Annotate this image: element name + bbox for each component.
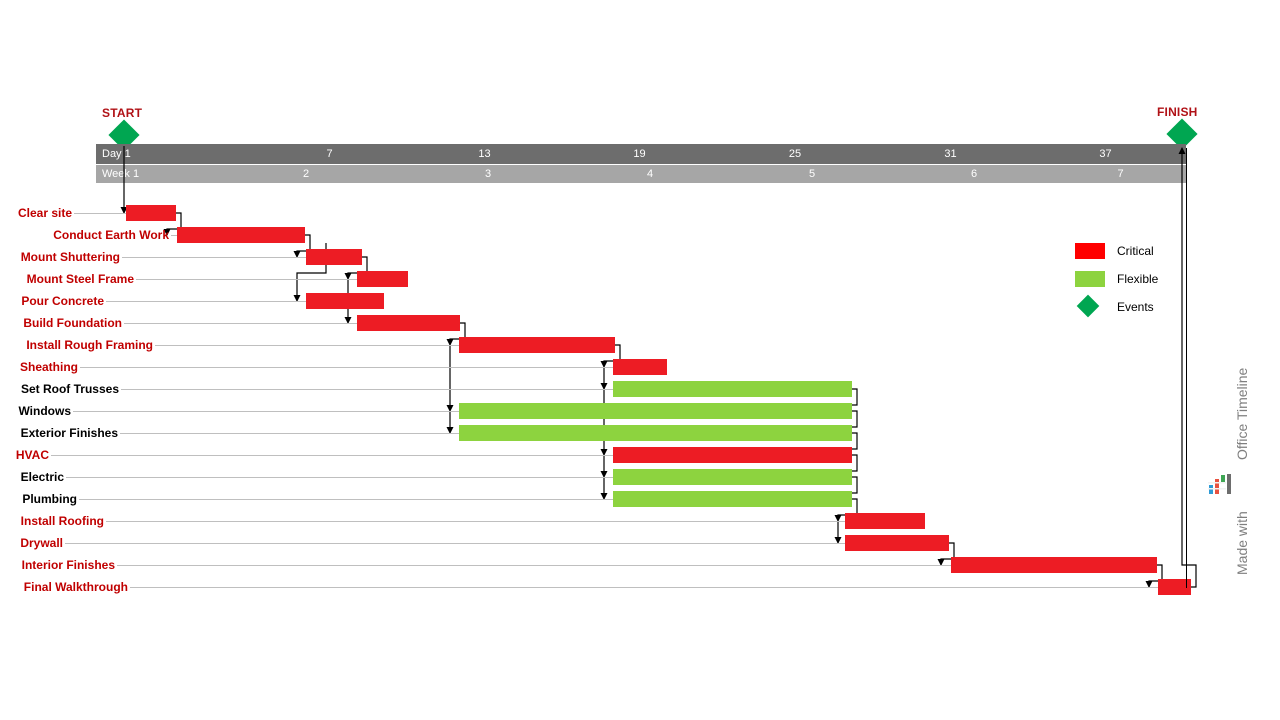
- task-label-mount-steel-frame: Mount Steel Frame: [26, 272, 134, 286]
- legend-divider: [1186, 148, 1187, 588]
- task-leader-line: [171, 235, 177, 236]
- task-label-install-roofing: Install Roofing: [20, 514, 104, 528]
- task-bar-set-roof-trusses[interactable]: [613, 381, 852, 397]
- legend-item-events: Events: [1075, 294, 1154, 318]
- task-bar-plumbing[interactable]: [613, 491, 852, 507]
- legend-swatch-critical: [1075, 243, 1105, 259]
- office-timeline-logo-icon: [1208, 474, 1231, 494]
- task-bar-exterior-finishes[interactable]: [459, 425, 852, 441]
- task-label-exterior-finishes: Exterior Finishes: [20, 426, 118, 440]
- legend-label-critical: Critical: [1117, 244, 1154, 258]
- task-label-windows: Windows: [18, 404, 71, 418]
- timeline-week-band: Week 1 2 3 4 5 6 7: [96, 165, 1186, 183]
- task-leader-line: [121, 389, 613, 390]
- task-leader-line: [155, 345, 459, 346]
- day-tick-3: 19: [633, 148, 646, 160]
- task-bar-electric[interactable]: [613, 469, 852, 485]
- week-tick-4: 5: [808, 168, 816, 180]
- task-bar-pour-concrete[interactable]: [306, 293, 384, 309]
- timeline-day-band: Day 1 7 13 19 25 31 37: [96, 144, 1186, 164]
- task-leader-line: [106, 521, 845, 522]
- task-bar-mount-shuttering[interactable]: [306, 249, 362, 265]
- week-tick-1: 2: [302, 168, 310, 180]
- task-label-sheathing: Sheathing: [19, 360, 78, 374]
- task-leader-line: [74, 213, 126, 214]
- legend-swatch-flexible: [1075, 271, 1105, 287]
- task-bar-windows[interactable]: [459, 403, 852, 419]
- task-label-electric: Electric: [20, 470, 64, 484]
- day-tick-6: 37: [1099, 148, 1112, 160]
- task-label-interior-finishes: Interior Finishes: [21, 558, 115, 572]
- task-label-final-walkthrough: Final Walkthrough: [23, 580, 128, 594]
- legend-label-flexible: Flexible: [1117, 272, 1159, 286]
- task-leader-line: [124, 323, 357, 324]
- task-bar-sheathing[interactable]: [613, 359, 667, 375]
- task-leader-line: [130, 587, 1158, 588]
- task-leader-line: [117, 565, 951, 566]
- week-tick-0: Week 1: [102, 168, 140, 180]
- task-leader-line: [73, 411, 459, 412]
- week-tick-2: 3: [484, 168, 492, 180]
- day-tick-4: 25: [788, 148, 802, 160]
- week-tick-3: 4: [646, 168, 654, 180]
- task-bar-interior-finishes[interactable]: [951, 557, 1157, 573]
- task-bar-mount-steel-frame[interactable]: [357, 271, 408, 287]
- legend-item-flexible: Flexible: [1075, 271, 1158, 287]
- day-tick-0: Day 1: [102, 148, 131, 160]
- task-label-install-rough-framing: Install Rough Framing: [26, 338, 153, 352]
- task-bar-clear-site[interactable]: [126, 205, 176, 221]
- task-leader-line: [51, 455, 613, 456]
- task-label-drywall: Drywall: [20, 536, 63, 550]
- week-tick-6: 7: [1117, 168, 1124, 180]
- task-leader-line: [122, 257, 306, 258]
- task-leader-line: [66, 477, 613, 478]
- legend-swatch-events: [1075, 294, 1105, 318]
- task-bar-conduct-earth-work[interactable]: [177, 227, 305, 243]
- task-bar-hvac[interactable]: [613, 447, 852, 463]
- legend-item-critical: Critical: [1075, 243, 1154, 259]
- task-label-plumbing: Plumbing: [22, 492, 77, 506]
- task-label-pour-concrete: Pour Concrete: [21, 294, 104, 308]
- task-leader-line: [120, 433, 459, 434]
- legend: Critical Flexible Events: [1075, 240, 1205, 320]
- task-leader-line: [79, 499, 613, 500]
- day-tick-5: 31: [944, 148, 957, 160]
- task-label-conduct-earth-work: Conduct Earth Work: [53, 228, 169, 242]
- task-bar-final-walkthrough[interactable]: [1158, 579, 1191, 595]
- task-bar-install-rough-framing[interactable]: [459, 337, 615, 353]
- task-bar-build-foundation[interactable]: [357, 315, 460, 331]
- task-label-clear-site: Clear site: [17, 206, 72, 220]
- task-leader-line: [65, 543, 845, 544]
- week-tick-5: 6: [970, 168, 978, 180]
- finish-milestone-label: FINISH: [1157, 105, 1198, 119]
- start-milestone-label: START: [102, 106, 143, 120]
- task-leader-line: [106, 301, 306, 302]
- watermark-made-with: Made with: [1234, 511, 1250, 575]
- legend-label-events: Events: [1117, 300, 1154, 314]
- task-label-hvac: HVAC: [15, 448, 49, 462]
- task-leader-line: [136, 279, 357, 280]
- task-bar-drywall[interactable]: [845, 535, 949, 551]
- diamond-icon: [1076, 294, 1100, 318]
- task-bar-install-roofing[interactable]: [845, 513, 925, 529]
- task-label-build-foundation: Build Foundation: [23, 316, 122, 330]
- day-tick-2: 13: [478, 148, 491, 160]
- watermark-brand: Office Timeline: [1234, 367, 1250, 460]
- task-label-set-roof-trusses: Set Roof Trusses: [20, 382, 119, 396]
- task-leader-line: [80, 367, 613, 368]
- day-tick-1: 7: [326, 148, 333, 160]
- task-label-mount-shuttering: Mount Shuttering: [20, 250, 120, 264]
